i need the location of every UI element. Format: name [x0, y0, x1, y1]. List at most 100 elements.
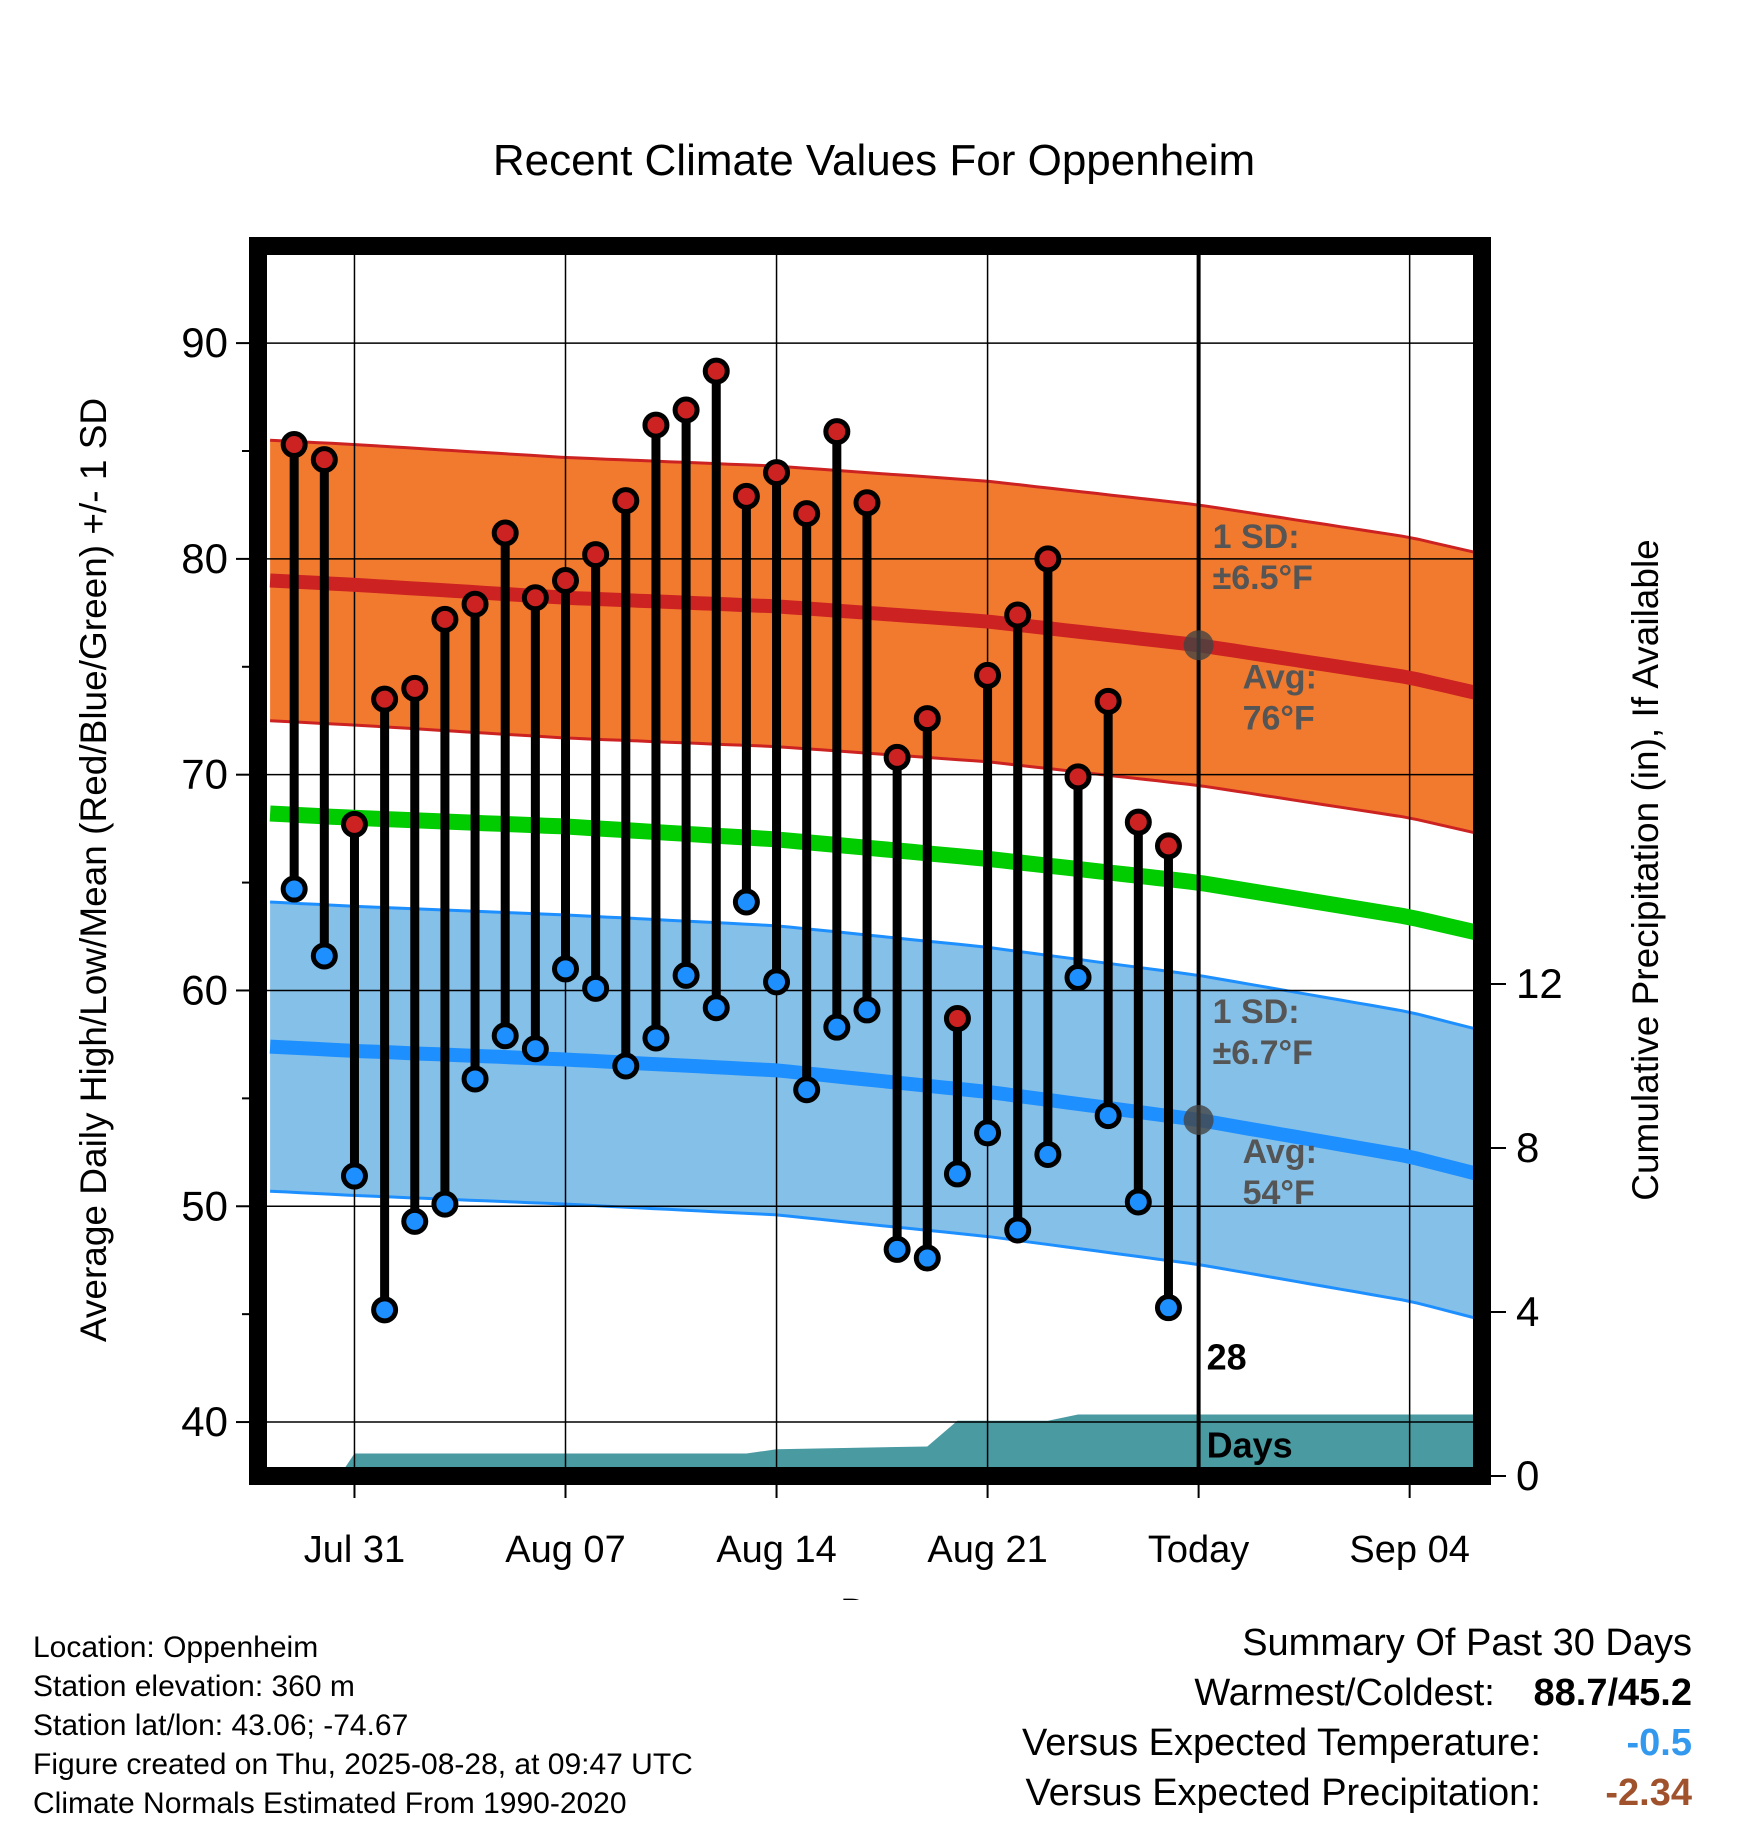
daily-high-point	[612, 487, 640, 515]
normals-text: Climate Normals Estimated From 1990-2020	[33, 1787, 627, 1820]
y-tick-label-right: 8	[1516, 1124, 1539, 1171]
x-tick-label: Sep 04	[1349, 1529, 1469, 1571]
low-sd-band	[270, 902, 1482, 1320]
daily-high-point	[672, 396, 700, 424]
y-tick-label-left: 60	[181, 966, 228, 1013]
daily-low-point	[431, 1190, 459, 1218]
daily-low-point	[883, 1235, 911, 1263]
daily-low-point	[1124, 1188, 1152, 1216]
daily-low-point	[793, 1076, 821, 1104]
daily-low-point	[732, 888, 760, 916]
daily-high-point	[1124, 808, 1152, 836]
daily-low-point	[763, 968, 791, 996]
low-sd-label: 1 SD:	[1213, 993, 1300, 1031]
y-tick-label-left: 70	[181, 751, 228, 798]
high-avg-value: 76°F	[1243, 699, 1315, 737]
low-avg-value: 54°F	[1243, 1174, 1315, 1212]
warm-cold-value: 88.7/45.2	[1533, 1672, 1692, 1714]
daily-low-point	[913, 1244, 941, 1272]
daily-high-point	[461, 590, 489, 618]
x-tick-label: Jul 31	[304, 1529, 405, 1571]
today-high-avg-marker	[1183, 630, 1214, 661]
daily-low-point	[943, 1160, 971, 1188]
high-sd-band-upper-edge	[270, 438, 1482, 556]
daily-high-point	[491, 519, 519, 547]
daily-high-point	[431, 605, 459, 633]
y-axis-label-left: Average Daily High/Low/Mean (Red/Blue/Gr…	[73, 398, 114, 1342]
y-tick-label-left: 80	[181, 535, 228, 582]
climate-chart: Recent Climate Values For Oppenheim 1 SD…	[73, 136, 1666, 1600]
daily-low-point	[552, 955, 580, 983]
x-axis-label: Day	[840, 1592, 908, 1600]
x-tick-label: Aug 21	[927, 1529, 1047, 1571]
summary-title: Summary Of Past 30 Days	[1242, 1622, 1692, 1664]
daily-low-point	[853, 996, 881, 1024]
daily-high-point	[340, 810, 368, 838]
high-sd-value: ±6.5°F	[1213, 559, 1313, 597]
daily-low-point	[1004, 1216, 1032, 1244]
daily-high-point	[702, 357, 730, 385]
y-tick-label-right: 12	[1516, 960, 1563, 1007]
daily-high-point	[883, 743, 911, 771]
x-tick-label: Aug 07	[505, 1529, 625, 1571]
today-count-number: 28	[1207, 1336, 1247, 1377]
y-tick-label-left: 90	[181, 319, 228, 366]
y-tick-label-right: 0	[1516, 1452, 1539, 1499]
precipitation-area	[270, 1414, 1482, 1476]
daily-low-point	[1094, 1102, 1122, 1130]
daily-low-point	[1154, 1294, 1182, 1322]
daily-high-point	[823, 418, 851, 446]
low-avg-label: Avg:	[1243, 1133, 1317, 1171]
daily-high-point	[642, 411, 670, 439]
chart-title: Recent Climate Values For Oppenheim	[493, 136, 1255, 185]
y-tick-label-right: 4	[1516, 1288, 1539, 1335]
x-tick-label: Aug 14	[716, 1529, 836, 1571]
daily-low-point	[702, 994, 730, 1022]
elevation-text: Station elevation: 360 m	[33, 1670, 355, 1703]
low-sd-value: ±6.7°F	[1213, 1034, 1313, 1072]
daily-high-point	[853, 489, 881, 517]
daily-high-point	[1154, 832, 1182, 860]
precip-row: Versus Expected Precipitation: -2.34	[1022, 1768, 1692, 1818]
daily-high-point	[732, 482, 760, 510]
daily-high-point	[913, 705, 941, 733]
precip-label: Versus Expected Precipitation:	[1025, 1772, 1541, 1814]
daily-low-point	[280, 875, 308, 903]
created-text: Figure created on Thu, 2025-08-28, at 09…	[33, 1748, 693, 1781]
latlon-text: Station lat/lon: 43.06; -74.67	[33, 1709, 409, 1742]
today-count-unit: Days	[1207, 1425, 1293, 1466]
summary-panel: Summary Of Past 30 Days Warmest/Coldest:…	[1022, 1618, 1692, 1818]
daily-high-point	[521, 584, 549, 612]
plot-inner	[258, 246, 1482, 1476]
daily-high-point	[1094, 687, 1122, 715]
location-text: Location: Oppenheim	[33, 1631, 319, 1664]
daily-high-point	[310, 446, 338, 474]
today-low-avg-marker	[1183, 1104, 1214, 1135]
daily-low-point	[371, 1296, 399, 1324]
daily-high-point	[943, 1005, 971, 1033]
daily-low-point	[340, 1162, 368, 1190]
daily-low-point	[310, 942, 338, 970]
daily-high-point	[401, 674, 429, 702]
warm-cold-label: Warmest/Coldest:	[1194, 1672, 1495, 1714]
temp-row: Versus Expected Temperature: -0.5	[1022, 1718, 1692, 1768]
daily-low-point	[1064, 964, 1092, 992]
daily-high-point	[1064, 763, 1092, 791]
daily-high-point	[552, 566, 580, 594]
y-tick-label-left: 40	[181, 1398, 228, 1445]
plot-frame	[249, 237, 1491, 1485]
daily-high-point	[280, 431, 308, 459]
high-avg-label: Avg:	[1243, 658, 1317, 696]
daily-high-point	[763, 459, 791, 487]
warm-cold-row: Warmest/Coldest: 88.7/45.2	[1022, 1668, 1692, 1718]
high-sd-band	[270, 440, 1482, 835]
daily-low-point	[401, 1207, 429, 1235]
daily-high-point	[1004, 601, 1032, 629]
daily-high-point	[793, 500, 821, 528]
daily-low-point	[461, 1065, 489, 1093]
daily-high-point	[1034, 545, 1062, 573]
y-tick-label-left: 50	[181, 1182, 228, 1229]
station-info: Location: Oppenheim Station elevation: 3…	[33, 1628, 693, 1823]
low-sd-band-lower-edge	[270, 1189, 1482, 1322]
